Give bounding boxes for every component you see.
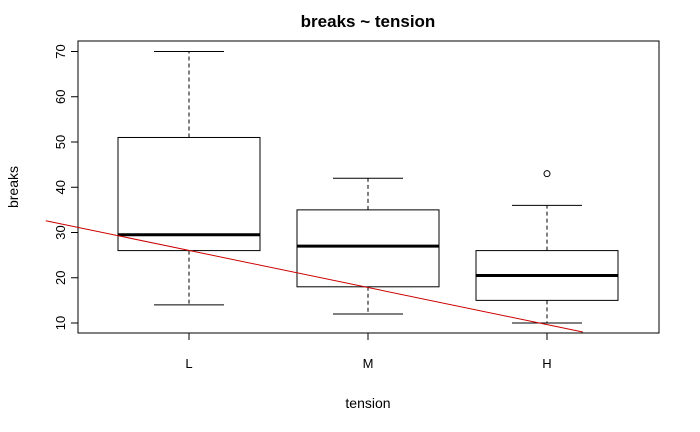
y-tick-label: 10 [53,316,68,330]
plot-area: 10 20 30 40 50 60 70 L M H [45,40,660,371]
y-axis-label: breaks [5,166,21,208]
outlier-point [543,170,551,178]
x-tick-label: L [185,356,192,371]
y-tick-label: 70 [53,44,68,58]
chart-title: breaks ~ tension [301,12,436,31]
y-tick-label: 20 [53,271,68,285]
x-axis-label: tension [345,395,390,411]
x-tick-label: H [542,356,551,371]
y-tick-label: 60 [53,90,68,104]
y-tick-label: 30 [53,225,68,239]
x-tick-label: M [363,356,374,371]
y-tick-label: 40 [53,180,68,194]
y-tick-label: 50 [53,135,68,149]
box-M [296,209,440,288]
overlay-line [45,220,583,333]
